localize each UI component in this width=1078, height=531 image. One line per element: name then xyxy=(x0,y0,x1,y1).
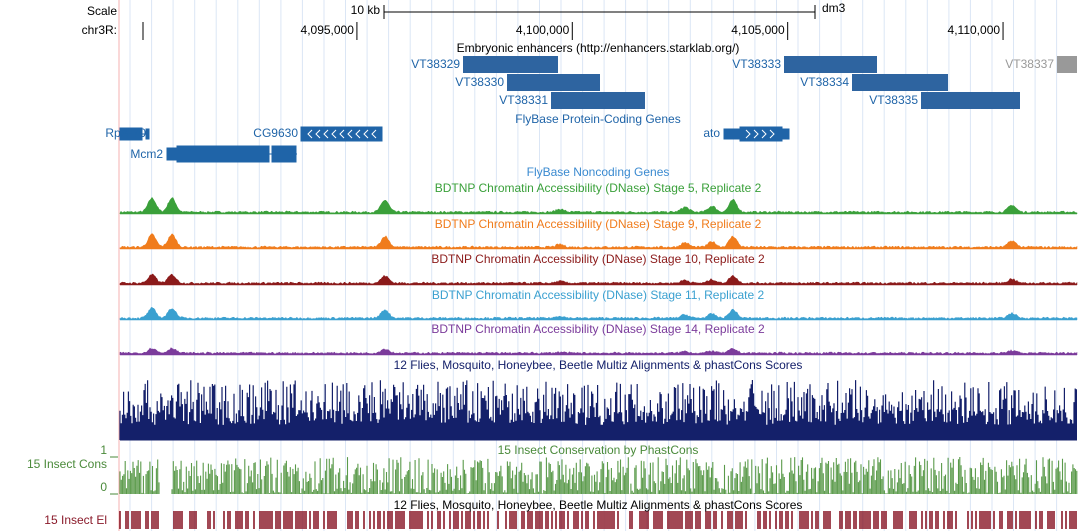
enhancers: VT38329 VT38330 VT38331 VT38333 VT38334 VT383… xyxy=(411,56,1077,109)
assembly: dm3 xyxy=(822,1,846,15)
enhancer-label: VT38334 xyxy=(800,75,849,89)
side-label: 15 Insect Cons xyxy=(27,457,107,471)
signal-tracks: BDTNP Chromatin Accessibility (DNase) St… xyxy=(110,181,1078,529)
enhancer-label: VT38331 xyxy=(499,93,548,107)
scale-bar xyxy=(383,5,816,19)
gene-exon xyxy=(300,126,383,142)
track-title: FlyBase Noncoding Genes xyxy=(527,165,670,179)
dnase-signal xyxy=(119,307,1078,321)
track-title: BDTNP Chromatin Accessibility (DNase) St… xyxy=(432,288,765,302)
gene-label: CG9630 xyxy=(253,126,298,140)
enhancer xyxy=(551,92,645,109)
dnase-signal xyxy=(119,233,1078,250)
enhancer xyxy=(921,92,1020,109)
enhancer-label: VT38337 xyxy=(1005,57,1054,71)
element-bars xyxy=(119,511,1077,529)
track-title: BDTNP Chromatin Accessibility (DNase) St… xyxy=(431,252,765,266)
axis-min: 0 xyxy=(100,480,107,494)
enhancer-label: VT38335 xyxy=(869,93,918,107)
enhancer xyxy=(784,56,877,73)
multiz-signal xyxy=(119,380,1077,440)
enhancer xyxy=(463,56,558,73)
chrom-label: chr3R: xyxy=(82,23,117,37)
ruler-tick-label: 4,105,000 xyxy=(731,23,785,37)
gene-exon xyxy=(271,145,297,163)
track-title: 12 Flies, Mosquito, Honeybee, Beetle Mul… xyxy=(394,358,803,372)
axis-max: 1 xyxy=(100,443,107,457)
dnase-signal xyxy=(119,347,1078,356)
dnase-signal xyxy=(119,273,1078,286)
scale-label: Scale xyxy=(87,4,117,18)
grid-lines xyxy=(129,0,1058,531)
enhancer-label: VT38333 xyxy=(732,57,781,71)
enhancer xyxy=(1057,56,1077,73)
gene-exon xyxy=(145,128,150,140)
gene-exon xyxy=(739,126,783,142)
enhancer xyxy=(852,74,948,91)
gene-label: Mcm2 xyxy=(130,147,163,161)
track-title: 12 Flies, Mosquito, Honeybee, Beetle Mul… xyxy=(394,498,803,512)
axis-ticks xyxy=(110,456,118,495)
gene-label: ato xyxy=(703,126,720,140)
track-title: FlyBase Protein-Coding Genes xyxy=(515,112,680,126)
grid xyxy=(129,0,1058,531)
dnase-signal xyxy=(119,196,1078,215)
gene-exon xyxy=(723,128,741,140)
track-title: 15 Insect Conservation by PhastCons xyxy=(498,443,699,457)
enhancer xyxy=(507,74,600,91)
ruler-tick-label: 4,095,000 xyxy=(301,23,355,37)
phastcons-signal xyxy=(119,457,1078,494)
side-label: 15 Insect El xyxy=(44,513,107,527)
gene-exon xyxy=(781,128,790,140)
track-title: BDTNP Chromatin Accessibility (DNase) St… xyxy=(435,217,762,231)
scale-bar-label: 10 kb xyxy=(351,3,381,17)
ruler-tick-label: 4,100,000 xyxy=(516,23,570,37)
genes xyxy=(119,126,790,163)
track-title: Embryonic enhancers (http://enhancers.st… xyxy=(457,41,740,55)
enhancer-label: VT38330 xyxy=(455,75,504,89)
ruler-tick-label: 4,110,000 xyxy=(948,23,1001,37)
track-title: BDTNP Chromatin Accessibility (DNase) St… xyxy=(435,181,762,195)
gene-label: RpA-70 xyxy=(105,126,146,140)
track-title: BDTNP Chromatin Accessibility (DNase) St… xyxy=(431,322,765,336)
enhancer-label: VT38329 xyxy=(411,57,460,71)
strand-arrows xyxy=(307,129,775,139)
